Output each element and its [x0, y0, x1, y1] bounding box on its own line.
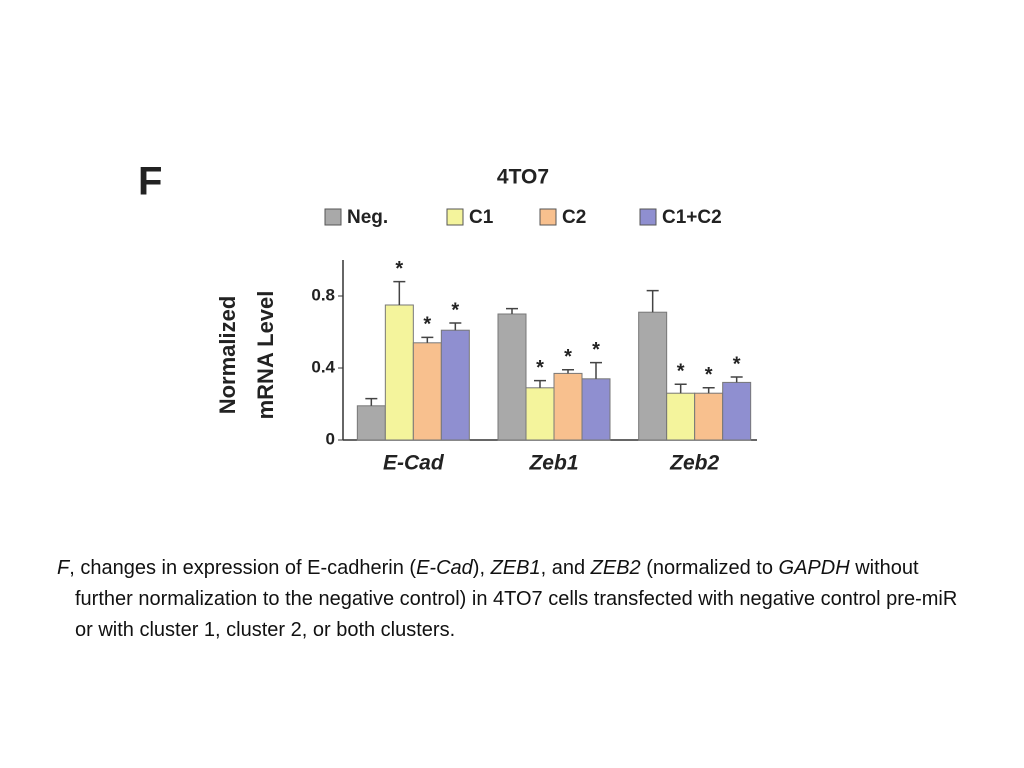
- caption-run: F: [57, 557, 70, 579]
- bar: [356, 405, 386, 441]
- error-bar: [393, 280, 406, 305]
- legend-swatch: [446, 208, 464, 226]
- y-axis-title-line: Normalized: [215, 296, 240, 415]
- caption-run: , changes in expression of E-cadherin (: [69, 557, 417, 579]
- caption-run: ZEB2: [590, 557, 641, 579]
- legend-label: Neg.: [347, 207, 388, 228]
- error-bar: [646, 289, 659, 313]
- bar: [638, 311, 668, 441]
- significance-marker: *: [705, 364, 713, 386]
- significance-marker: *: [536, 357, 544, 379]
- bar: [553, 372, 583, 441]
- legend-label: C1+C2: [662, 207, 722, 228]
- legend-label: C1: [469, 207, 494, 228]
- y-tick-label: 0.8: [311, 285, 335, 304]
- bar: [581, 378, 611, 441]
- error-bar: [421, 336, 434, 343]
- error-bar: [365, 397, 378, 406]
- significance-marker: *: [564, 346, 572, 368]
- error-bar: [730, 376, 743, 383]
- bar: [384, 304, 414, 441]
- legend-swatch: [639, 208, 657, 226]
- caption-run: ZEB1: [490, 557, 541, 579]
- error-bar: [506, 307, 518, 314]
- significance-marker: *: [733, 353, 741, 375]
- panel-label: F: [138, 160, 162, 204]
- chart: F 4TO7 Normalized mRNA Level 0 0.4 0.8 Neg.…: [138, 160, 757, 475]
- significance-marker: *: [395, 258, 403, 280]
- significance-marker: *: [423, 314, 431, 336]
- caption: F, changes in expression of E-cadherin (…: [57, 553, 965, 646]
- caption-run: , and: [540, 557, 591, 579]
- caption-run: ),: [472, 557, 491, 579]
- error-bar: [590, 361, 602, 379]
- x-tick-label: Zeb1: [528, 452, 578, 475]
- bar: [666, 392, 696, 441]
- bar: [722, 381, 752, 441]
- error-bar: [702, 387, 715, 394]
- legend-swatch: [539, 208, 557, 226]
- significance-marker: *: [592, 339, 600, 361]
- x-tick-label: Zeb2: [669, 452, 719, 475]
- caption-run: (normalized to: [640, 557, 779, 579]
- bar: [412, 342, 442, 441]
- caption-run: without further normalization to the neg…: [75, 557, 958, 641]
- legend-label: C2: [562, 207, 586, 228]
- caption-run: E-Cad: [416, 557, 473, 579]
- error-bar: [534, 379, 546, 388]
- bar: [525, 387, 555, 441]
- x-tick-label: E-Cad: [383, 452, 445, 475]
- caption-run: GAPDH: [778, 557, 850, 579]
- y-tick-label: 0: [326, 429, 335, 448]
- bar: [694, 392, 724, 441]
- legend-swatch: [324, 208, 342, 226]
- bar: [497, 313, 527, 441]
- y-axis-title: Normalized mRNA Level: [215, 291, 278, 420]
- error-bar: [562, 369, 574, 374]
- significance-marker: *: [451, 299, 459, 321]
- bar: [440, 329, 470, 441]
- error-bar: [449, 322, 462, 331]
- error-bar: [674, 383, 687, 394]
- chart-title: 4TO7: [497, 166, 549, 189]
- y-axis-title-line: mRNA Level: [253, 291, 278, 420]
- significance-marker: *: [677, 360, 685, 382]
- y-tick-label: 0.4: [311, 357, 335, 376]
